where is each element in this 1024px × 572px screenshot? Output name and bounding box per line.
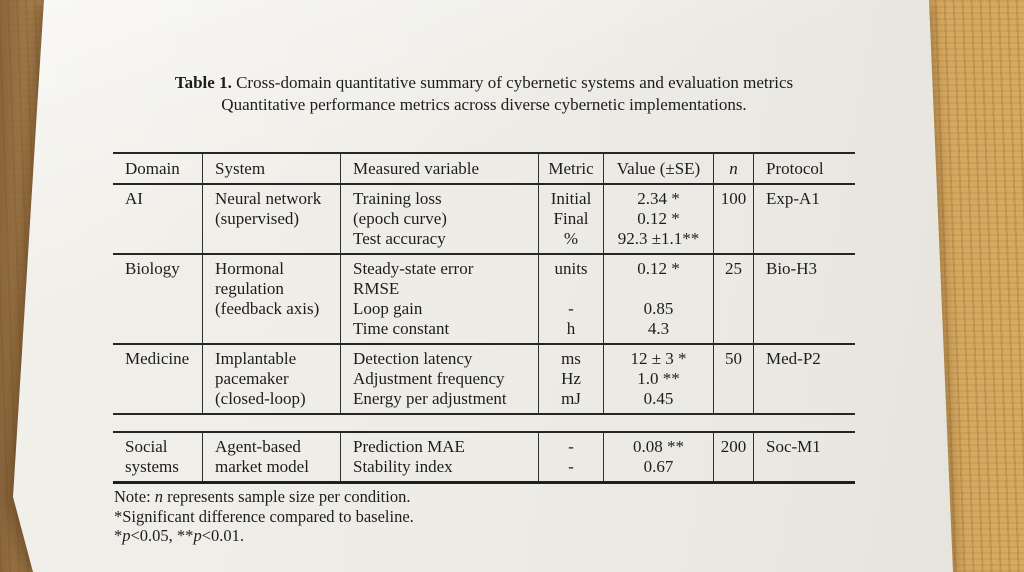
cell-measured-variable: Detection latency Adjustment frequency E…	[340, 345, 538, 413]
cell-system: Neural network (supervised)	[202, 185, 340, 253]
cell-domain: AI	[125, 189, 143, 208]
header-cell-domain: Domain	[125, 159, 180, 178]
footnote-significance: *Significant difference compared to base…	[114, 506, 414, 526]
table-main-section: Domain System Measured variable Metric V…	[113, 152, 855, 415]
header-cell-measured-variable: Measured variable	[340, 154, 538, 183]
caption-text: Cross-domain quantitative summary of cyb…	[231, 73, 794, 92]
caption-line-1: Table 1. Cross-domain quantitative summa…	[113, 72, 855, 94]
footnote-p-values: *p<0.05, **p<0.01.	[114, 526, 244, 545]
cell-system: Implantable pacemaker (closed-loop)	[202, 345, 340, 413]
cell-domain: Medicine	[125, 349, 190, 368]
header-cell-system: System	[202, 154, 340, 183]
cell-protocol: Med-P2	[753, 345, 855, 413]
cell-metric: ms Hz mJ	[538, 345, 603, 413]
cell-n: 25	[713, 255, 753, 343]
cell-domain: Biology	[125, 259, 180, 278]
cell-n: 200	[713, 433, 753, 481]
cell-system: Hormonal regulation (feedback axis)	[202, 255, 340, 343]
table-row-ai: AI Neural network (supervised) Training …	[113, 185, 855, 255]
cell-measured-variable: Steady-state error RMSE Loop gain Time c…	[340, 255, 538, 343]
cell-system: Agent-based market model	[202, 433, 340, 481]
header-cell-metric: Metric	[538, 154, 603, 183]
cell-n: 100	[713, 185, 753, 253]
table-caption: Table 1. Cross-domain quantitative summa…	[113, 72, 855, 116]
caption-label: Table 1.	[174, 73, 232, 92]
summary-table: Domain System Measured variable Metric V…	[113, 152, 855, 484]
header-cell-value: Value (±SE)	[603, 154, 713, 183]
cell-protocol: Bio-H3	[753, 255, 855, 343]
cell-metric: Initial Final %	[538, 185, 603, 253]
cell-n: 50	[713, 345, 753, 413]
header-cell-n: n	[713, 154, 753, 183]
cell-protocol: Soc-M1	[753, 433, 855, 481]
table-header-row: Domain System Measured variable Metric V…	[113, 154, 855, 185]
cell-protocol: Exp-A1	[753, 185, 855, 253]
cell-measured-variable: Training loss (epoch curve) Test accurac…	[340, 185, 538, 253]
cell-metric: units - h	[538, 255, 603, 343]
table-row-social-systems: Social systems Agent-based market model …	[113, 433, 855, 484]
cell-measured-variable: Prediction MAE Stability index	[340, 433, 538, 481]
table-social-section: Social systems Agent-based market model …	[113, 431, 855, 484]
cell-value: 0.08 ** 0.67	[603, 433, 713, 481]
caption-line-2: Quantitative performance metrics across …	[221, 95, 747, 114]
table-row-biology: Biology Hormonal regulation (feedback ax…	[113, 255, 855, 345]
cell-value: 12 ± 3 * 1.0 ** 0.45	[603, 345, 713, 413]
footnotes: Note: n represents sample size per condi…	[114, 487, 414, 546]
header-cell-protocol: Protocol	[753, 154, 855, 183]
cell-domain: Social systems	[125, 437, 179, 476]
cell-value: 2.34 * 0.12 * 92.3 ±1.1**	[603, 185, 713, 253]
table-row-medicine: Medicine Implantable pacemaker (closed-l…	[113, 345, 855, 415]
footnote-sample-size: Note: n represents sample size per condi…	[114, 487, 411, 506]
cell-metric: - -	[538, 433, 603, 481]
cell-value: 0.12 * 0.85 4.3	[603, 255, 713, 343]
